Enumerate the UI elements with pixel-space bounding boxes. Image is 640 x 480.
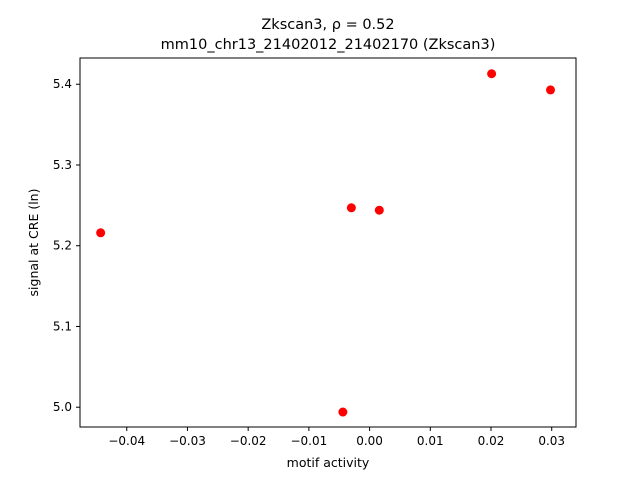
y-tick-label: 5.3 bbox=[53, 158, 72, 172]
axis-ticks: −0.04 −0.03 −0.02 −0.01 0.00 0.01 0.02 0.03 5.0 5… bbox=[53, 77, 565, 448]
x-tick-label: −0.01 bbox=[290, 434, 327, 448]
x-tick-label: 0.03 bbox=[538, 434, 565, 448]
data-points bbox=[96, 69, 556, 417]
y-tick-label: 5.4 bbox=[53, 77, 72, 91]
x-tick-label: 0.01 bbox=[417, 434, 444, 448]
data-point bbox=[546, 85, 556, 95]
x-axis-label: motif activity bbox=[287, 455, 370, 470]
y-tick-label: 5.0 bbox=[53, 400, 72, 414]
x-tick-label: −0.02 bbox=[230, 434, 267, 448]
data-point bbox=[96, 228, 106, 238]
x-tick-label: 0.02 bbox=[478, 434, 505, 448]
data-point bbox=[487, 69, 497, 79]
data-point bbox=[338, 407, 348, 417]
x-tick-label: −0.03 bbox=[169, 434, 206, 448]
y-axis-label: signal at CRE (ln) bbox=[26, 189, 41, 297]
chart-title-line2: mm10_chr13_21402012_21402170 (Zkscan3) bbox=[161, 37, 496, 53]
y-tick-label: 5.1 bbox=[53, 319, 72, 333]
data-point bbox=[374, 205, 384, 215]
axes-frame bbox=[79, 57, 577, 428]
y-tick-label: 5.2 bbox=[53, 239, 72, 253]
x-tick-label: 0.00 bbox=[356, 434, 383, 448]
data-point bbox=[346, 203, 356, 213]
chart-title-line1: Zkscan3, ρ = 0.52 bbox=[261, 17, 394, 33]
x-tick-label: −0.04 bbox=[108, 434, 145, 448]
